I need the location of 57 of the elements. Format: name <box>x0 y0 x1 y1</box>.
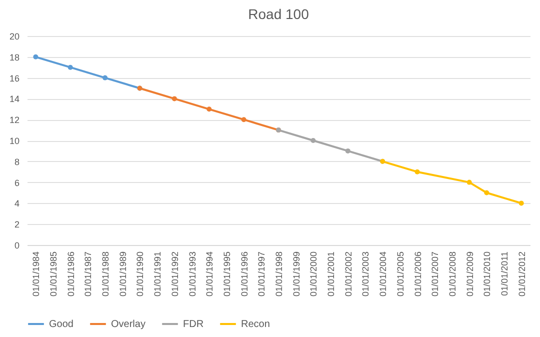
y-tick-label: 16 <box>9 73 20 84</box>
x-tick-label: 01/01/1985 <box>48 252 59 297</box>
point <box>68 64 73 70</box>
x-tick-label: 01/01/2001 <box>326 252 336 297</box>
x-tick-label: 01/01/1998 <box>274 252 284 297</box>
chart-title: Road 100 <box>248 6 310 22</box>
x-tick-label: 01/01/2003 <box>360 252 371 297</box>
x-tick-label: 01/01/1992 <box>170 252 180 297</box>
y-tick-label: 2 <box>14 220 20 230</box>
x-tick-label: 01/01/2002 <box>343 252 354 297</box>
point <box>518 200 524 206</box>
x-tick-label: 01/01/2004 <box>378 252 388 297</box>
y-tick-label: 6 <box>14 178 20 188</box>
legend-label: Recon <box>241 319 270 330</box>
x-tick-label: 01/01/2012 <box>516 252 527 297</box>
y-tick-label: 12 <box>9 115 20 126</box>
y-tick-label: 18 <box>9 52 20 62</box>
y-tick-label: 10 <box>9 136 20 146</box>
point <box>102 75 108 80</box>
x-tick-label: 01/01/1991 <box>152 252 163 297</box>
x-tick-label: 01/01/1990 <box>135 252 146 297</box>
legend-label: Overlay <box>111 319 146 330</box>
legend-label: Good <box>49 319 74 330</box>
x-tick-label: 01/01/1994 <box>204 252 215 297</box>
x-tick-label: 01/01/1986 <box>66 252 76 297</box>
point <box>241 117 246 122</box>
y-tick-label: 0 <box>14 240 20 250</box>
y-tick-label: 20 <box>9 32 20 42</box>
x-tick-label: 01/01/2005 <box>395 252 406 297</box>
x-tick-label: 01/01/2008 <box>447 252 458 297</box>
point <box>345 148 350 154</box>
x-tick-label: 01/01/1989 <box>118 252 128 297</box>
legend-label: FDR <box>183 319 204 330</box>
x-tick-label: 01/01/1995 <box>222 252 232 297</box>
x-tick-label: 01/01/2010 <box>482 252 492 297</box>
y-tick-label: 4 <box>14 198 20 209</box>
point <box>484 190 490 196</box>
x-tick-label: 01/01/1996 <box>239 252 250 297</box>
x-tick-label: 01/01/1984 <box>31 252 42 297</box>
x-tick-label: 01/01/2009 <box>464 252 475 297</box>
x-tick-label: 01/01/2000 <box>308 252 319 297</box>
y-tick-label: 8 <box>14 156 20 167</box>
point <box>466 180 472 185</box>
x-tick-label: 01/01/2007 <box>430 252 440 297</box>
point <box>172 96 177 102</box>
point <box>310 138 316 143</box>
x-tick-label: 01/01/1988 <box>100 252 111 297</box>
y-tick-label: 14 <box>9 94 20 104</box>
x-tick-label: 01/01/1993 <box>187 252 198 297</box>
point <box>33 54 38 60</box>
x-tick-label: 01/01/1999 <box>291 252 302 297</box>
point <box>206 106 212 112</box>
point <box>414 169 420 174</box>
x-tick-label: 01/01/2011 <box>499 252 510 296</box>
x-tick-label: 01/01/2006 <box>412 252 423 297</box>
x-tick-label: 01/01/1987 <box>83 252 94 297</box>
x-tick-label: 01/01/1997 <box>256 252 267 297</box>
